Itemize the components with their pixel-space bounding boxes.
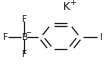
Text: F: F [2, 32, 7, 42]
Text: F: F [21, 50, 26, 59]
Text: F: F [21, 15, 26, 24]
Text: B: B [21, 32, 27, 42]
Text: I: I [99, 32, 102, 42]
Text: +: + [69, 0, 76, 7]
Text: K: K [63, 2, 71, 12]
Text: −: − [25, 30, 31, 36]
